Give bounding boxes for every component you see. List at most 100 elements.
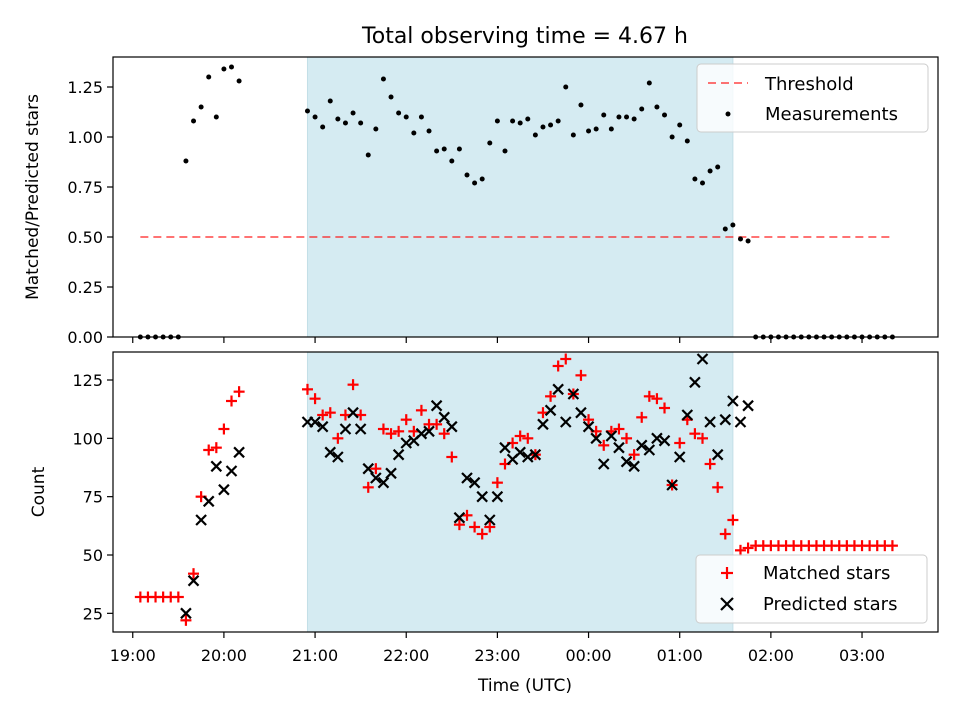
predicted-star-point	[552, 383, 564, 396]
predicted-star-point	[225, 465, 238, 477]
predicted-star-point	[567, 388, 580, 400]
measurement-point	[548, 122, 554, 128]
predicted-legend-swatch	[720, 597, 734, 611]
matched-star-point	[324, 407, 336, 419]
measurement-point	[441, 146, 447, 152]
matched-star-point	[545, 390, 557, 402]
matched-star-point	[362, 481, 374, 493]
matched-star-point	[476, 528, 488, 540]
bottom-y-tick-label: 50	[83, 546, 103, 565]
matched-star-point	[886, 540, 898, 552]
measurement-point	[601, 112, 607, 118]
measurement-point	[388, 94, 394, 100]
matched-legend-label: Matched stars	[763, 563, 890, 584]
matched-star-point	[317, 409, 329, 421]
matched-star-point	[347, 379, 359, 391]
bottom-y-tick-label: 75	[83, 488, 103, 507]
predicted-star-point	[332, 451, 344, 463]
measurement-point	[624, 114, 630, 120]
matched-star-point	[469, 521, 481, 533]
predicted-star-point	[187, 574, 200, 587]
top-y-axis-label: Matched/Predicted stars	[23, 94, 43, 300]
measurement-point	[479, 176, 485, 182]
predicted-star-point	[370, 472, 382, 484]
matched-star-point	[659, 402, 671, 414]
top-y-tick-label: 0.25	[67, 278, 103, 297]
predicted-star-point	[681, 409, 694, 421]
measurement-point	[608, 126, 614, 132]
matched-stars-points	[134, 353, 898, 626]
predicted-star-point	[354, 423, 367, 435]
measurement-point	[502, 148, 508, 154]
measurement-point	[304, 108, 310, 114]
predicted-star-point	[734, 416, 747, 428]
measurement-point	[578, 102, 584, 108]
measurement-point	[555, 118, 561, 124]
matched-star-point	[734, 544, 746, 556]
matched-star-point	[188, 568, 200, 580]
predicted-star-point	[218, 483, 230, 496]
measurement-point	[563, 84, 569, 90]
measurement-point	[525, 116, 531, 122]
measurement-point	[510, 118, 516, 124]
measurement-point	[373, 126, 379, 132]
top-measurement-points	[137, 64, 895, 340]
predicted-star-point	[673, 451, 686, 463]
matched-star-point	[560, 353, 572, 365]
bottom-x-tick-label: 20:00	[201, 646, 247, 665]
figure-title: Total observing time = 4.67 h	[361, 24, 688, 49]
predicted-star-point	[514, 446, 526, 459]
bottom-x-tick-label: 19:00	[110, 646, 156, 665]
predicted-stars-points	[180, 353, 754, 620]
predicted-star-point	[484, 514, 496, 526]
measurement-point	[213, 114, 219, 120]
bottom-x-tick-label: 21:00	[292, 646, 338, 665]
matched-star-point	[484, 521, 496, 533]
predicted-star-point	[499, 441, 511, 454]
measurements-legend-label: Measurements	[765, 104, 898, 125]
bottom-y-tick-label: 25	[83, 604, 103, 623]
measurement-point	[198, 104, 204, 110]
top-y-tick-label: 0.00	[67, 328, 103, 347]
predicted-star-point	[180, 607, 192, 620]
measurement-point	[707, 168, 713, 174]
bottom-x-tick-label: 23:00	[474, 646, 520, 665]
measurement-point	[411, 130, 417, 136]
predicted-star-point	[544, 404, 557, 417]
matched-star-point	[643, 390, 655, 402]
top-legend-box	[696, 63, 929, 133]
matched-star-point	[446, 451, 458, 463]
measurement-point	[684, 138, 690, 144]
matched-star-point	[491, 477, 503, 489]
predicted-star-point	[575, 406, 587, 419]
predicted-star-point	[210, 460, 223, 473]
predicted-star-point	[309, 416, 321, 428]
predicted-star-point	[719, 413, 732, 426]
measurement-point	[737, 236, 743, 242]
matched-star-point	[408, 425, 420, 437]
bottom-x-tick-label: 02:00	[748, 646, 794, 665]
matched-star-point	[233, 386, 245, 398]
measurement-point	[426, 128, 432, 134]
measurement-point	[312, 114, 318, 120]
predicted-star-point	[559, 416, 572, 428]
measurement-point	[730, 222, 736, 228]
predicted-star-point	[742, 399, 754, 412]
bottom-y-tick-label: 100	[72, 429, 103, 448]
matched-star-point	[415, 404, 427, 416]
measurement-point	[662, 112, 668, 118]
measurement-point	[418, 114, 424, 120]
matched-star-point	[598, 439, 610, 451]
top-y-tick-label: 0.75	[67, 178, 103, 197]
measurement-point	[700, 180, 706, 186]
matched-star-point	[704, 458, 716, 470]
matched-star-point	[370, 463, 382, 475]
top-observing-window-band	[306, 56, 734, 338]
measurement-point	[517, 120, 523, 126]
measurement-point	[631, 116, 637, 122]
measurement-point	[236, 78, 242, 84]
bottom-x-tick-label: 22:00	[383, 646, 429, 665]
measurement-point	[593, 126, 599, 132]
predicted-star-point	[446, 420, 458, 433]
predicted-star-point	[605, 430, 618, 442]
